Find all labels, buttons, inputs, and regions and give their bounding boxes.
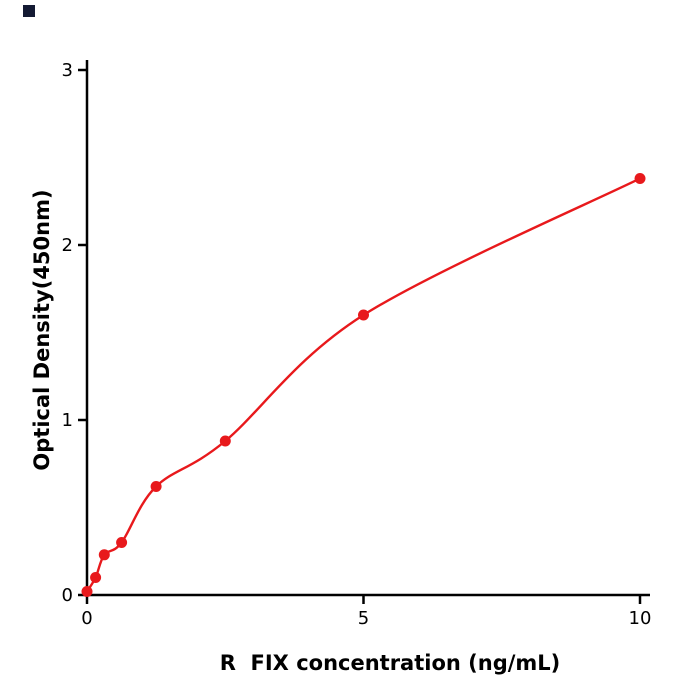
data-point	[219, 435, 231, 447]
x-tick-label: 10	[629, 608, 652, 629]
x-tick-label: 0	[81, 608, 92, 629]
data-point	[150, 481, 162, 492]
x-axis-label: R FIX concentration (ng/mL)	[219, 651, 561, 675]
y-axis-label: Optical Density(450nm)	[30, 189, 54, 471]
data-point	[90, 572, 102, 583]
corner-artifact	[23, 5, 35, 17]
data-point	[634, 173, 646, 184]
data-point	[358, 309, 369, 321]
data-point	[116, 537, 128, 548]
fit-curve	[85, 177, 642, 593]
x-tick-label: 5	[358, 608, 369, 629]
data-point	[98, 549, 110, 561]
y-tick-label: 3	[62, 60, 73, 81]
y-tick-label: 2	[62, 235, 73, 256]
data-point	[81, 586, 93, 597]
y-tick-label: 1	[62, 410, 73, 431]
y-tick-label: 0	[62, 585, 73, 606]
